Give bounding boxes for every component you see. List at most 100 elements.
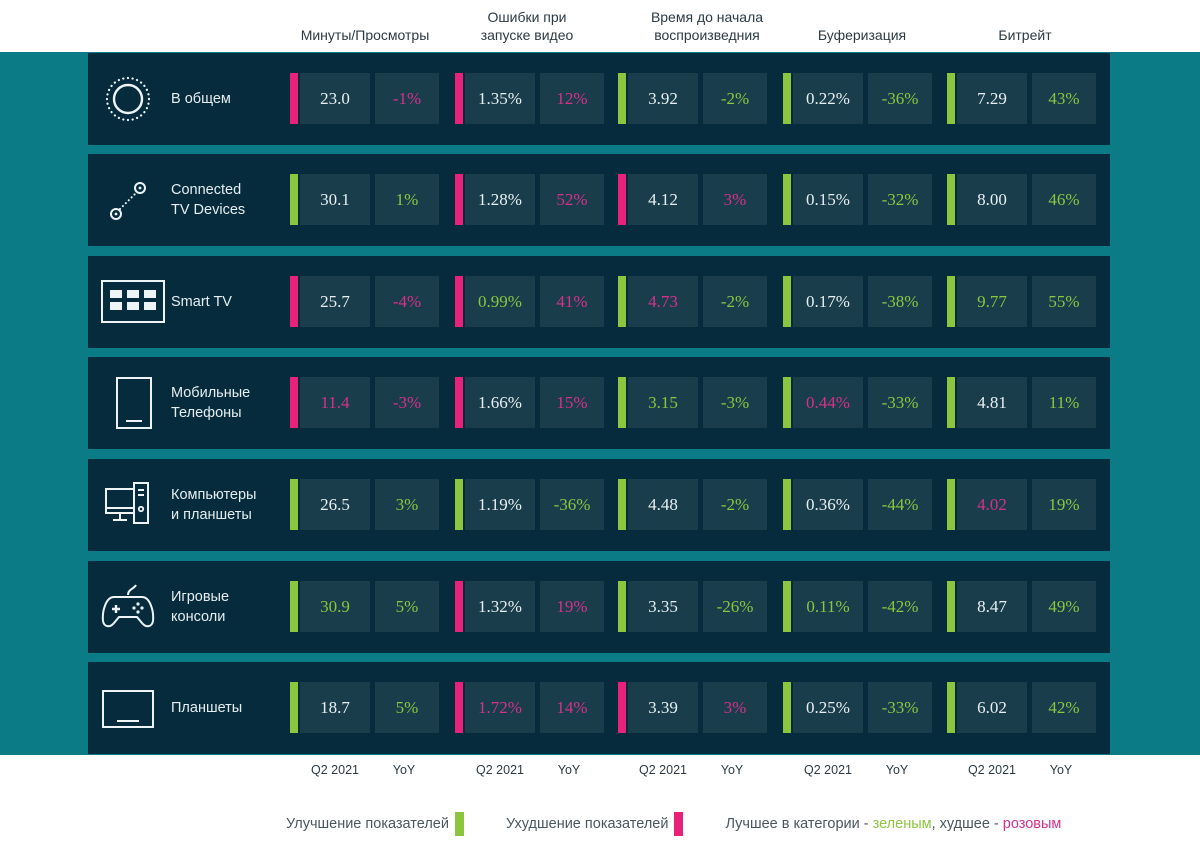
deterioration-indicator <box>455 581 463 632</box>
yoy-value: -26% <box>703 581 767 632</box>
device-label: Connected TV Devices <box>171 154 281 246</box>
yoy-value: 49% <box>1032 581 1096 632</box>
legend-improvement-swatch <box>454 812 464 836</box>
yoy-value: 11% <box>1032 377 1096 428</box>
column-header-line: воспроизведния <box>654 27 760 43</box>
table-row: Connected TV Devices 30.1 1% 1.28% 52% 4.12 3% 0… <box>88 154 1110 246</box>
desktop-computer-icon <box>100 479 156 531</box>
deterioration-indicator <box>455 73 463 124</box>
device-label-line: Connected <box>171 182 242 198</box>
improvement-indicator <box>947 73 955 124</box>
yoy-value: 1% <box>375 174 439 225</box>
deterioration-indicator <box>618 174 626 225</box>
q2-2021-value: 4.73 <box>628 276 698 327</box>
yoy-value: -44% <box>868 479 932 530</box>
yoy-value: 19% <box>1032 479 1096 530</box>
device-label: Компьютеры и планшеты <box>171 459 281 551</box>
q2-2021-value: 1.28% <box>465 174 535 225</box>
legend-note-middle: , худшее - <box>931 816 1003 832</box>
improvement-indicator <box>783 682 791 733</box>
improvement-indicator <box>783 377 791 428</box>
yoy-value: 5% <box>375 682 439 733</box>
device-label-line: Планшеты <box>171 700 243 716</box>
device-label: Игровые консоли <box>171 561 281 653</box>
q2-2021-value: 3.39 <box>628 682 698 733</box>
device-label-line: Игровые <box>171 589 230 605</box>
improvement-indicator <box>783 73 791 124</box>
table-row: Мобильные Телефоны 11.4 -3% 1.66% 15% 3.15 -3% 0… <box>88 357 1110 449</box>
improvement-indicator <box>947 581 955 632</box>
smart-tv-grid-icon <box>100 276 165 328</box>
device-label-line: TV Devices <box>171 202 246 218</box>
q2-2021-value: 6.02 <box>957 682 1027 733</box>
q2-2021-value: 9.77 <box>957 276 1027 327</box>
yoy-value: 15% <box>540 377 604 428</box>
table-row: Игровые консоли 30.9 5% 1.32% 19% 3.35 -26% 0.11… <box>88 561 1110 653</box>
table-row: Планшеты 18.7 5% 1.72% 14% 3.39 3% 0.25% -33% 6.0… <box>88 662 1110 754</box>
tablet-landscape-icon <box>100 682 156 734</box>
q2-2021-value: 1.32% <box>465 581 535 632</box>
column-header-startup: Время до начала воспроизведния <box>627 8 787 44</box>
q2-2021-value: 0.99% <box>465 276 535 327</box>
q2-2021-value: 0.11% <box>793 581 863 632</box>
q2-2021-value: 8.47 <box>957 581 1027 632</box>
column-header-line <box>945 8 1105 26</box>
yoy-value: 14% <box>540 682 604 733</box>
table-row: Компьютеры и планшеты 26.5 3% 1.19% -36% 4.48-… <box>88 459 1110 551</box>
legend-note-pink: розовым <box>1002 816 1062 832</box>
improvement-indicator <box>783 174 791 225</box>
device-label-lines: Smart TV <box>171 292 232 312</box>
yoy-value: 41% <box>540 276 604 327</box>
improvement-indicator <box>618 73 626 124</box>
column-header-line: Ошибки при <box>487 9 567 25</box>
legend-note-green: зеленым <box>872 816 932 832</box>
q2-2021-value: 7.29 <box>957 73 1027 124</box>
device-label: Мобильные Телефоны <box>171 357 281 449</box>
yoy-value: -36% <box>868 73 932 124</box>
subcolumn-label-q2: Q2 2021 <box>311 763 359 777</box>
yoy-value: -2% <box>703 479 767 530</box>
legend-deterioration-swatch <box>674 812 684 836</box>
column-header-line <box>285 8 445 26</box>
q2-2021-value: 26.5 <box>300 479 370 530</box>
yoy-value: 3% <box>703 682 767 733</box>
deterioration-indicator <box>618 682 626 733</box>
device-label-lines: Connected TV Devices <box>171 180 245 220</box>
yoy-value: -3% <box>375 377 439 428</box>
q2-2021-value: 0.36% <box>793 479 863 530</box>
improvement-indicator <box>618 581 626 632</box>
device-label-lines: Планшеты <box>171 698 242 718</box>
q2-2021-value: 0.17% <box>793 276 863 327</box>
yoy-value: 46% <box>1032 174 1096 225</box>
column-header-line: Минуты/Просмотры <box>300 27 430 43</box>
legend-improvement-label: Улучшение показателей <box>286 816 449 832</box>
q2-2021-value: 30.1 <box>300 174 370 225</box>
q2-2021-value: 4.12 <box>628 174 698 225</box>
legend-note-prefix: Лучшее в категории - <box>725 816 873 832</box>
yoy-value: -1% <box>375 73 439 124</box>
yoy-value: 55% <box>1032 276 1096 327</box>
device-label-lines: Компьютеры и планшеты <box>171 485 256 525</box>
device-label-lines: Мобильные Телефоны <box>171 383 250 423</box>
improvement-indicator <box>618 479 626 530</box>
yoy-value: 3% <box>375 479 439 530</box>
device-label-line: Телефоны <box>171 405 242 421</box>
column-header-line: Буферизация <box>817 27 907 43</box>
subcolumn-label-yoy: YoY <box>1049 763 1073 777</box>
column-header-line <box>782 8 942 26</box>
improvement-indicator <box>947 479 955 530</box>
q2-2021-value: 11.4 <box>300 377 370 428</box>
column-header-line: запуске видео <box>480 27 574 43</box>
q2-2021-value: 3.35 <box>628 581 698 632</box>
yoy-value: -36% <box>540 479 604 530</box>
yoy-value: -2% <box>703 73 767 124</box>
table-row: В общем 23.0 -1% 1.35% 12% 3.92 -2% 0.22% -36% 7.… <box>88 53 1110 145</box>
column-header-line: Битрейт <box>998 27 1052 43</box>
q2-2021-value: 0.15% <box>793 174 863 225</box>
yoy-value: -38% <box>868 276 932 327</box>
column-header-errors: Ошибки при запуске видео <box>447 8 607 44</box>
column-headers: Минуты/Просмотры Ошибки при запуске видео В… <box>0 0 1200 52</box>
deterioration-indicator <box>455 377 463 428</box>
improvement-indicator <box>783 581 791 632</box>
q2-2021-value: 4.81 <box>957 377 1027 428</box>
